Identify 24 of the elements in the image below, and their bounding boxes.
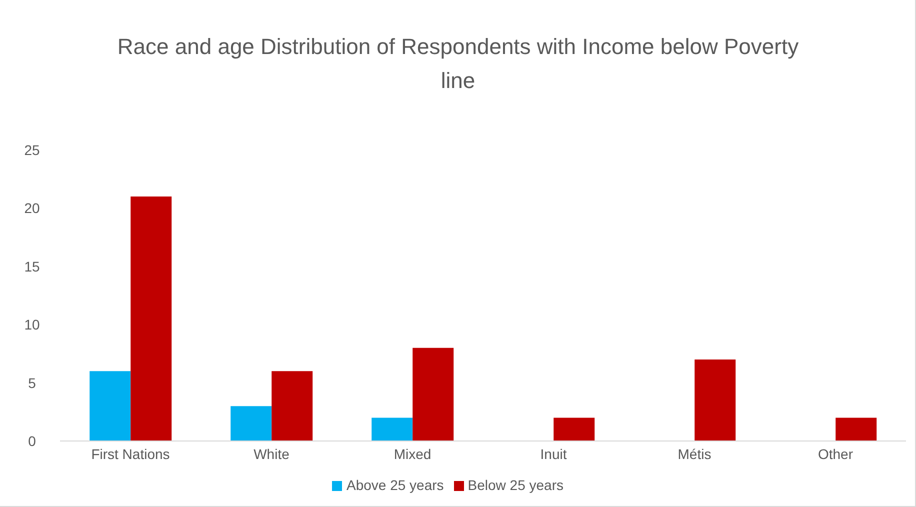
legend-label: Below 25 years	[468, 477, 564, 493]
bar	[694, 360, 736, 441]
bar	[412, 348, 454, 441]
bar	[130, 196, 172, 441]
x-tick-label: Inuit	[540, 446, 567, 462]
bar	[554, 418, 595, 441]
x-tick-label: Mixed	[394, 446, 432, 462]
x-tick-label: Métis	[678, 446, 712, 462]
legend-label: Above 25 years	[346, 477, 444, 493]
x-tick-label: Other	[818, 446, 854, 462]
bar	[836, 418, 877, 441]
y-tick-label: 0	[28, 432, 36, 449]
y-tick-label: 15	[24, 258, 40, 274]
x-tick-label: White	[254, 446, 290, 462]
x-tick-label: First Nations	[91, 446, 170, 462]
bar	[230, 406, 272, 441]
y-tick-label: 20	[24, 200, 40, 216]
y-tick-label: 5	[28, 374, 36, 391]
y-tick-label: 25	[24, 142, 40, 158]
y-tick-label: 10	[24, 316, 40, 333]
bar	[90, 371, 131, 441]
bar	[372, 418, 413, 441]
chart-title: Race and age Distribution of Respondents with Income below Poverty line	[116, 33, 800, 95]
bar	[272, 371, 313, 441]
